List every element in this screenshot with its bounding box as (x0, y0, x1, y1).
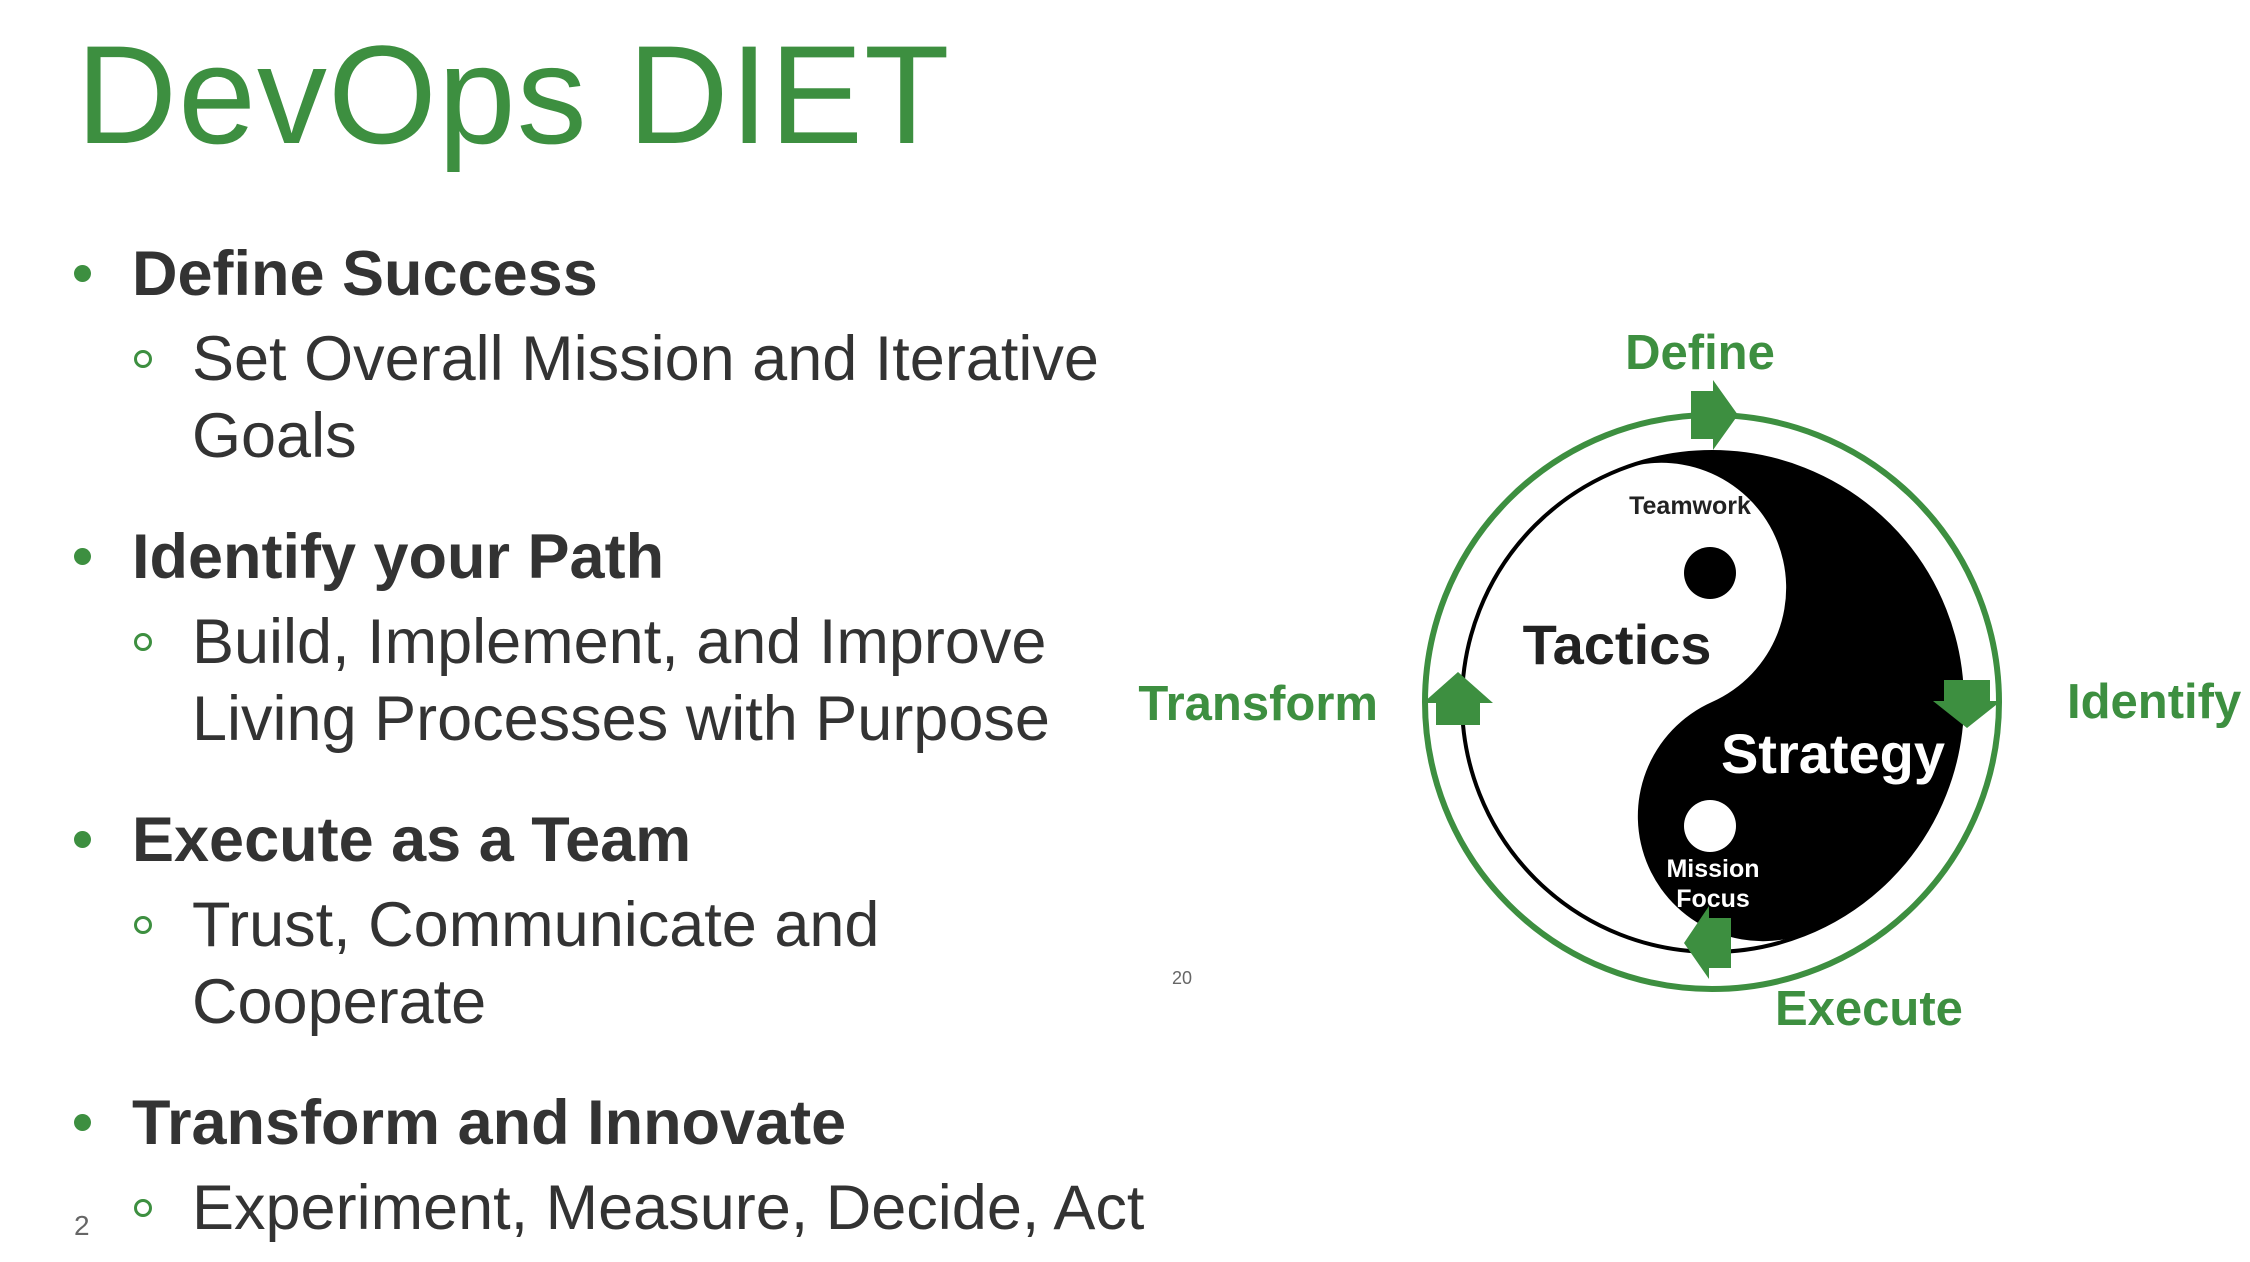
slide-number: 2 (74, 1210, 90, 1241)
yin-yang-label-teamwork: Teamwork (1629, 492, 1751, 520)
bullet-heading-text: Execute as a Team (132, 805, 692, 875)
yin-yang-white-dot (1684, 800, 1736, 852)
bullet-transform-innovate: Transform and Innovate Experiment, Measu… (74, 1084, 1184, 1247)
bullet-identify-path: Identify your Path Build, Implement, and… (74, 518, 1184, 758)
sub-bullet-ring-icon (134, 350, 152, 368)
arrow-left-icon (1684, 906, 1731, 979)
bullet-list: Define Success Set Overall Mission and I… (74, 235, 1184, 1262)
cycle-label-execute: Execute (1775, 982, 1963, 1036)
yin-yang-label-strategy: Strategy (1721, 722, 1945, 785)
sub-bullet-line: Cooperate (192, 967, 487, 1037)
sub-bullet-line: Trust, Communicate and (192, 890, 880, 960)
bullet-heading: Identify your Path (74, 518, 1184, 596)
cycle-label-define: Define (1625, 326, 1775, 380)
bullet-heading-text: Transform and Innovate (132, 1088, 847, 1158)
yin-yang-black-dot (1684, 547, 1736, 599)
sub-bullet-line: Living Processes with Purpose (192, 684, 1050, 754)
bullet-heading: Transform and Innovate (74, 1084, 1184, 1162)
page-reference: 20 (1172, 968, 1193, 988)
bullet-dot-icon (74, 831, 91, 848)
sub-bullet-line: Set Overall Mission and Iterative (192, 324, 1099, 394)
arrow-right-icon (1691, 380, 1738, 450)
sub-bullet-line: Goals (192, 401, 357, 471)
cycle-label-transform: Transform (1138, 677, 1378, 731)
sub-bullet-line: Experiment, Measure, Decide, Act (192, 1173, 1145, 1243)
yin-yang-icon (1460, 450, 1964, 954)
arrow-up-icon (1423, 672, 1493, 725)
bullet-define-success: Define Success Set Overall Mission and I… (74, 235, 1184, 475)
bullet-heading-text: Identify your Path (132, 522, 665, 592)
sub-bullet: Build, Implement, and Improve Living Pro… (74, 604, 1184, 758)
sub-bullet: Set Overall Mission and Iterative Goals (74, 321, 1184, 475)
sub-bullet-ring-icon (134, 633, 152, 651)
bullet-heading: Execute as a Team (74, 801, 1184, 879)
yin-yang-label-mission: Mission (1666, 855, 1759, 883)
diet-cycle-diagram: Define Identify Execute Transform Teamwo… (1138, 326, 2241, 1036)
bullet-heading-text: Define Success (132, 239, 598, 309)
sub-bullet: Experiment, Measure, Decide, Act (74, 1170, 1184, 1247)
sub-bullet: Trust, Communicate and Cooperate (74, 887, 1184, 1041)
slide-title: DevOps DIET (76, 16, 951, 173)
bullet-heading: Define Success (74, 235, 1184, 313)
yin-yang-label-tactics: Tactics (1523, 613, 1712, 676)
sub-bullet-line: Build, Implement, and Improve (192, 607, 1047, 677)
yin-yang-label-focus: Focus (1676, 885, 1750, 913)
cycle-label-identify: Identify (2067, 675, 2241, 729)
bullet-dot-icon (74, 548, 91, 565)
bullet-dot-icon (74, 265, 91, 282)
sub-bullet-ring-icon (134, 1199, 152, 1217)
sub-bullet-ring-icon (134, 916, 152, 934)
bullet-execute-team: Execute as a Team Trust, Communicate and… (74, 801, 1184, 1041)
arrow-down-icon (1933, 680, 2001, 728)
bullet-dot-icon (74, 1114, 91, 1131)
